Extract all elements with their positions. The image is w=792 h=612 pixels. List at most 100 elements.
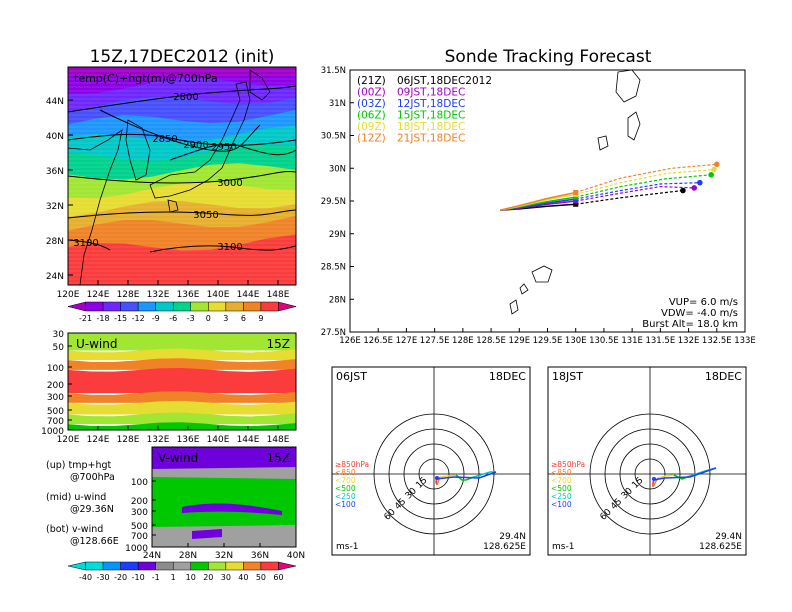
v-band: [152, 467, 296, 479]
p-tick-label: 700: [131, 532, 148, 542]
colorbar-cell: [278, 561, 297, 571]
colorbar-label: -30: [97, 573, 110, 582]
colorbar-cell: [278, 301, 297, 312]
colorbar-label: -1: [152, 573, 160, 582]
lat-tick-label: 32N: [46, 202, 64, 212]
y-tick-label: 29N: [329, 230, 346, 240]
colorbar-cell: [85, 301, 104, 312]
lat-tick-label: 40N: [46, 132, 64, 142]
colorbar-label: 50: [256, 573, 266, 582]
island: [597, 135, 609, 151]
x-tick-label: 130.5E: [589, 336, 619, 346]
track-title: Sonde Tracking Forecast: [445, 47, 652, 67]
colorbar-cell: [67, 561, 86, 571]
landing-marker: [713, 161, 720, 168]
lat-tick-label: 40N: [287, 551, 305, 561]
track-descent: [575, 163, 717, 194]
colorbar-label: -40: [79, 573, 92, 582]
y-tick-label: 27.5N: [321, 328, 346, 338]
track-x-ticks: 126E 126.5E 127E 127.5E 128E 128.5E 129E 129.5E…: [339, 328, 756, 346]
lat-tick-label: 44N: [46, 97, 64, 107]
track-y-ticks: 31.5N 31N 30.5N 30N 29.5N 29N 28.5N 28N 27.5N: [321, 66, 354, 338]
colorbar-cell: [120, 561, 139, 571]
colorbar-label: -20: [114, 573, 127, 582]
lon-tick-label: 140E: [207, 290, 230, 300]
colorbar-label: 9: [258, 314, 263, 323]
colorbar-cell: [172, 561, 192, 571]
contour-line: [169, 143, 297, 161]
lon-tick-label: 128E: [117, 435, 140, 445]
legend-mid-2: @29.36N: [70, 504, 114, 515]
colorbar-label: -3: [187, 314, 195, 323]
legend-z: (00Z): [357, 87, 386, 99]
track-params: VUP= 6.0 m/s VDW= -4.0 m/s Burst Alt= 18…: [642, 297, 738, 330]
hodo-pressure-legend: ≥850hPa: [335, 460, 369, 469]
track-descent: [575, 168, 715, 196]
hodo-date: 18DEC: [705, 370, 742, 383]
map-frame: [67, 66, 297, 286]
colorbar-cell: [260, 561, 279, 571]
legend-z: (21Z): [357, 75, 386, 87]
lon-tick-label: 136E: [177, 435, 200, 445]
lat-tick-label: 36N: [251, 551, 269, 561]
hodo-pressure-legend: <500: [335, 484, 356, 493]
colorbar-cell: [208, 301, 227, 312]
u-band: [68, 422, 296, 430]
contour-label: 3000: [217, 178, 242, 189]
y-tick-label: 31N: [329, 99, 346, 109]
lon-tick-label: 140E: [207, 435, 230, 445]
hodo-frame: [547, 366, 747, 556]
track-lines: [499, 161, 720, 211]
colorbar-label: -15: [114, 314, 127, 323]
u-band: [68, 391, 296, 403]
contour-label: 3050: [193, 210, 218, 221]
contour-label: 2950: [211, 142, 236, 153]
p-tick-label: 200: [131, 497, 148, 507]
colorbar-label: -12: [132, 314, 145, 323]
x-tick-label: 127.5E: [420, 336, 450, 346]
island: [627, 111, 641, 141]
lat-tick-label: 32N: [215, 551, 233, 561]
burst-marker: [573, 201, 579, 207]
hodo-pressure-legend: <700: [335, 476, 356, 485]
y-tick-label: 28.5N: [321, 263, 346, 273]
contour-line: [67, 239, 111, 251]
hodo-units: ms-1: [336, 542, 358, 552]
colorbar-label: -21: [79, 314, 92, 323]
hodo-segment: [657, 474, 675, 479]
p-tick-label: 200: [47, 381, 64, 391]
legend-jst: 18JST,18DEC: [397, 121, 465, 133]
lon-tick-label: 132E: [147, 435, 170, 445]
hodo-pressure-legend: <100: [551, 500, 572, 509]
left-legend: (up) tmp+hgt @700hPa (mid) u-wind @29.36…: [46, 460, 119, 547]
p-tick-label: 100: [47, 364, 64, 374]
colorbar-label: 10: [186, 573, 196, 582]
map-title: 15Z,17DEC2012 (init): [90, 47, 275, 67]
hodo-lat: 29.4N: [715, 532, 742, 542]
colorbar-cell: [137, 301, 156, 312]
legend-jst: 21JST,18DEC: [397, 133, 465, 145]
hodo-time: 06JST: [336, 370, 367, 383]
v-wind-label: V-wind: [158, 451, 198, 465]
legend-z: (09Z): [357, 121, 386, 133]
colorbar-cell: [155, 561, 174, 571]
v-wind-time: 15Z: [267, 451, 291, 465]
p-tick-label: 30: [53, 330, 65, 340]
hodo-start-marker: [652, 477, 656, 481]
colorbar-label: -9: [152, 314, 160, 323]
legend-jst: 15JST,18DEC: [397, 110, 465, 122]
landing-marker: [711, 166, 717, 173]
wind-colorbar: -40 -30 -20 -10 -1 1 10 20 30 40 50 60: [67, 561, 297, 582]
legend-z: (12Z): [357, 133, 386, 145]
hodo-pressure-legend: <500: [551, 484, 572, 493]
colorbar-cell: [243, 561, 262, 571]
island: [509, 299, 519, 315]
u-wind-label: U-wind: [76, 337, 117, 351]
legend-jst: 06JST,18DEC2012: [397, 75, 492, 87]
v-patch: [192, 529, 222, 539]
legend-z: (03Z): [357, 98, 386, 110]
x-tick-label: 127E: [396, 336, 418, 346]
hodo-lon: 128.625E: [699, 542, 742, 552]
x-tick-label: 128E: [452, 336, 474, 346]
